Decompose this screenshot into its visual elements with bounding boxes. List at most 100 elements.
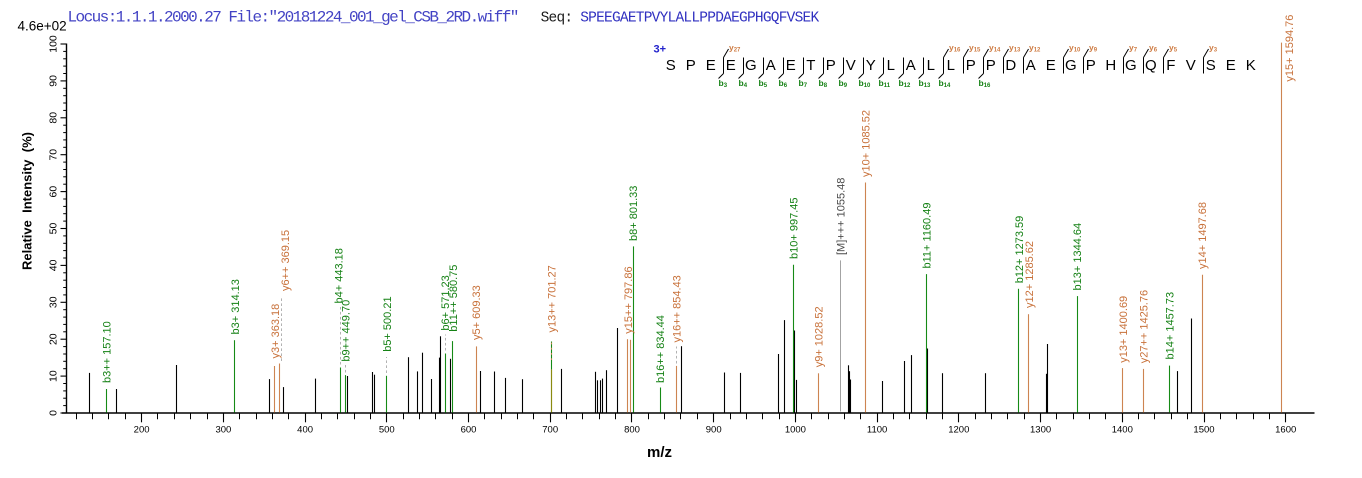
svg-text:y: y — [1029, 43, 1034, 53]
svg-text:1500: 1500 — [1193, 424, 1214, 435]
svg-text:1100: 1100 — [867, 424, 887, 435]
svg-text:Seq:: Seq: — [541, 11, 573, 27]
svg-text:90: 90 — [48, 75, 60, 87]
svg-text:y: y — [1129, 43, 1134, 53]
svg-text:y16++ 854.43: y16++ 854.43 — [671, 275, 683, 342]
svg-text:y3+ 363.18: y3+ 363.18 — [270, 304, 282, 359]
svg-text:4.6e+02: 4.6e+02 — [18, 19, 67, 34]
svg-text:A: A — [1026, 57, 1036, 74]
svg-text:3: 3 — [724, 83, 728, 89]
svg-text:E: E — [786, 57, 796, 74]
svg-text:y6++ 369.15: y6++ 369.15 — [280, 230, 292, 291]
svg-text:b: b — [819, 78, 824, 88]
svg-text:P: P — [986, 57, 996, 74]
svg-text:A: A — [906, 57, 916, 74]
svg-text:y: y — [1169, 43, 1174, 53]
svg-text:50: 50 — [48, 223, 60, 235]
svg-text:b: b — [719, 78, 724, 88]
svg-text:600: 600 — [461, 424, 477, 435]
svg-text:500: 500 — [379, 424, 395, 435]
svg-text:P: P — [826, 57, 836, 74]
svg-text:y: y — [989, 43, 994, 53]
svg-text:700: 700 — [542, 424, 558, 435]
svg-text:y: y — [1009, 43, 1014, 53]
svg-text:b13+ 1344.64: b13+ 1344.64 — [1072, 223, 1084, 291]
svg-text:y13+ 1400.69: y13+ 1400.69 — [1118, 296, 1130, 363]
svg-text:y: y — [1209, 43, 1214, 53]
svg-text:300: 300 — [215, 424, 231, 435]
svg-text:12: 12 — [1034, 48, 1041, 54]
svg-text:1300: 1300 — [1030, 424, 1051, 435]
svg-text:K: K — [1246, 57, 1256, 74]
svg-text:y12+ 1285.62: y12+ 1285.62 — [1024, 241, 1036, 308]
svg-text:b: b — [899, 78, 904, 88]
svg-text:b12+ 1273.59: b12+ 1273.59 — [1014, 216, 1026, 284]
svg-text:y5+ 609.33: y5+ 609.33 — [471, 285, 483, 340]
svg-text:14: 14 — [994, 48, 1001, 54]
svg-text:b3++ 157.10: b3++ 157.10 — [102, 321, 114, 383]
svg-text:y14+ 1497.68: y14+ 1497.68 — [1197, 202, 1209, 269]
svg-text:b: b — [939, 78, 944, 88]
svg-text:7: 7 — [1134, 48, 1138, 54]
svg-text:T: T — [806, 57, 815, 74]
svg-text:100: 100 — [48, 35, 60, 53]
svg-text:P: P — [1086, 57, 1096, 74]
svg-text:b: b — [919, 78, 924, 88]
svg-text:b: b — [979, 78, 984, 88]
svg-text:y: y — [1089, 43, 1094, 53]
svg-text:1200: 1200 — [948, 424, 969, 435]
svg-text:V: V — [1186, 57, 1196, 74]
svg-text:4: 4 — [744, 83, 748, 89]
svg-text:G: G — [745, 57, 757, 74]
svg-text:E: E — [706, 57, 716, 74]
svg-text:y: y — [969, 43, 974, 53]
svg-text:27: 27 — [734, 48, 741, 54]
svg-text:b: b — [879, 78, 884, 88]
svg-text:b: b — [779, 78, 784, 88]
svg-text:200: 200 — [134, 424, 150, 435]
svg-text:b9++ 449.70: b9++ 449.70 — [341, 300, 353, 362]
svg-text:3: 3 — [1214, 48, 1218, 54]
svg-text:D: D — [1005, 57, 1016, 74]
svg-text:y15++ 797.86: y15++ 797.86 — [623, 266, 635, 333]
svg-text:P: P — [686, 57, 696, 74]
svg-text:F: F — [1166, 57, 1175, 74]
svg-text:b: b — [799, 78, 804, 88]
svg-text:b: b — [759, 78, 764, 88]
svg-text:b3+ 314.13: b3+ 314.13 — [230, 279, 242, 334]
svg-text:12: 12 — [904, 83, 911, 89]
svg-text:y: y — [729, 43, 734, 53]
svg-text:E: E — [726, 57, 736, 74]
svg-text:10: 10 — [864, 83, 871, 89]
svg-text:m/z: m/z — [647, 444, 672, 461]
svg-text:b11+ 1160.49: b11+ 1160.49 — [922, 203, 934, 269]
svg-text:6: 6 — [784, 83, 788, 89]
svg-text:60: 60 — [48, 186, 60, 198]
svg-text:Relative Intensity (%): Relative Intensity (%) — [20, 132, 35, 270]
svg-text:S: S — [1206, 57, 1216, 74]
svg-text:G: G — [1125, 57, 1137, 74]
svg-text:9: 9 — [844, 83, 848, 89]
svg-text:11: 11 — [884, 83, 891, 89]
svg-text:Y: Y — [866, 57, 876, 74]
svg-text:1600: 1600 — [1275, 424, 1296, 435]
svg-text:16: 16 — [984, 83, 991, 89]
svg-text:6: 6 — [1154, 48, 1158, 54]
svg-text:7: 7 — [804, 83, 808, 89]
svg-text:3+: 3+ — [654, 44, 667, 56]
svg-text:V: V — [846, 57, 856, 74]
svg-text:Locus:1.1.1.2000.27 File:"2018: Locus:1.1.1.2000.27 File:"20181224_001_g… — [68, 9, 518, 27]
svg-text:16: 16 — [954, 48, 961, 54]
svg-text:9: 9 — [1094, 48, 1098, 54]
svg-text:10: 10 — [1074, 48, 1081, 54]
svg-text:Q: Q — [1145, 57, 1157, 74]
svg-text:y13++ 701.27: y13++ 701.27 — [546, 265, 558, 332]
svg-text:y: y — [949, 43, 954, 53]
svg-text:y: y — [1149, 43, 1154, 53]
svg-text:[M]+++ 1055.48: [M]+++ 1055.48 — [836, 178, 848, 255]
svg-text:400: 400 — [297, 424, 313, 435]
svg-text:b: b — [859, 78, 864, 88]
svg-text:L: L — [927, 57, 935, 74]
svg-text:b8+ 801.33: b8+ 801.33 — [628, 186, 640, 241]
svg-text:5: 5 — [1174, 48, 1178, 54]
